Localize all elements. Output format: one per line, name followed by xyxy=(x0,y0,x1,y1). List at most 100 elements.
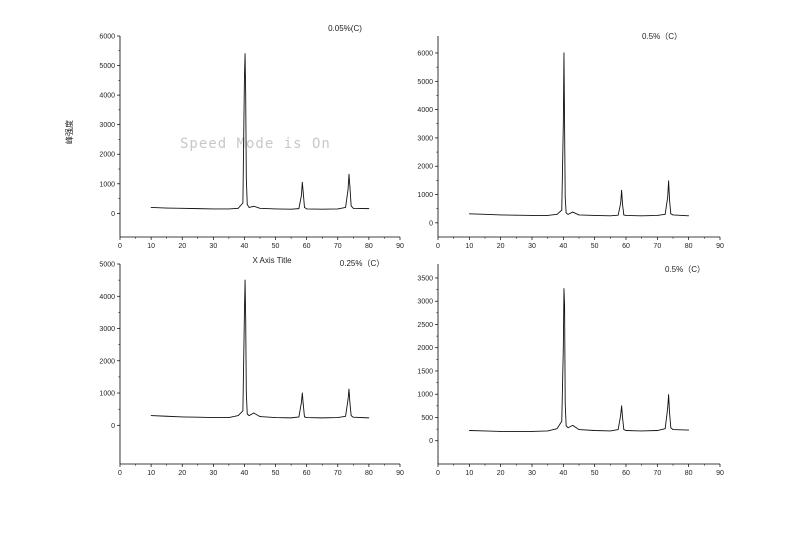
data-point xyxy=(620,414,622,416)
data-point xyxy=(561,420,563,422)
data-point xyxy=(345,415,346,417)
chart-panel-2: 0 10 20 30 40 50 60 70 80 90 0 1000 2000 3000 4000 5000… xyxy=(417,32,724,250)
data-point xyxy=(622,204,623,205)
data-point xyxy=(578,429,580,430)
data-point xyxy=(670,213,672,215)
data-point xyxy=(275,208,276,210)
data-point xyxy=(667,407,669,409)
x-tick-label: 70 xyxy=(653,470,661,477)
data-point xyxy=(237,207,239,209)
x-tick-label: 40 xyxy=(241,243,249,250)
data-point xyxy=(561,209,563,211)
data-point xyxy=(302,192,304,194)
panel-label: 0.5%（C） xyxy=(642,32,682,41)
x-tick-label: 20 xyxy=(178,243,186,250)
data-point xyxy=(337,417,339,418)
data-point xyxy=(567,427,569,429)
data-point xyxy=(350,415,352,417)
data-point xyxy=(664,428,666,430)
y-tick-label: 3000 xyxy=(99,122,115,129)
data-point xyxy=(228,208,230,210)
data-point xyxy=(669,412,670,414)
x-tick-label: 0 xyxy=(436,470,440,477)
data-point xyxy=(181,207,183,209)
data-point xyxy=(672,214,674,216)
data-point xyxy=(515,214,517,216)
data-point xyxy=(321,417,323,419)
y-tick-label: 4000 xyxy=(99,294,115,301)
data-point xyxy=(348,173,350,175)
data-point xyxy=(562,123,564,125)
data-point xyxy=(563,288,565,290)
data-point xyxy=(245,318,247,320)
data-point xyxy=(667,196,669,198)
x-tick-label: 90 xyxy=(716,470,724,477)
data-point xyxy=(641,430,643,432)
data-point xyxy=(197,416,199,418)
data-point xyxy=(515,431,517,432)
data-point xyxy=(166,415,168,417)
data-point xyxy=(248,207,250,208)
data-point xyxy=(594,430,596,431)
y-tick-label: 2500 xyxy=(417,322,433,329)
data-point xyxy=(352,207,354,209)
y-tick-label: 3000 xyxy=(99,326,115,333)
y-tick-label: 4000 xyxy=(99,93,115,100)
data-point xyxy=(349,186,351,188)
y-tick-label: 1000 xyxy=(417,192,433,199)
y-tick-label: 0 xyxy=(429,220,433,227)
data-point xyxy=(350,205,352,207)
y-tick-label: 1000 xyxy=(99,181,115,188)
data-point xyxy=(621,405,623,407)
watermark-text: Speed Mode is On xyxy=(180,136,331,152)
data-point xyxy=(337,208,339,210)
data-point xyxy=(625,430,627,431)
data-point xyxy=(306,208,308,210)
data-point xyxy=(623,429,625,430)
x-tick-label: 90 xyxy=(396,470,404,477)
data-point xyxy=(197,208,199,210)
y-tick-label: 0 xyxy=(429,438,433,445)
chart-panel-1: 0 10 20 30 40 50 60 70 80 90 0 1000 2000 3000 4000 5000… xyxy=(99,24,404,265)
data-point xyxy=(562,347,564,349)
data-point xyxy=(547,430,549,432)
series-line xyxy=(469,288,689,432)
data-point xyxy=(246,204,248,205)
data-point xyxy=(259,207,261,209)
y-tick-label: 6000 xyxy=(417,50,433,57)
x-tick-label: 50 xyxy=(591,243,599,250)
data-point xyxy=(253,205,255,207)
data-point xyxy=(565,425,567,427)
data-point xyxy=(306,417,308,418)
data-point xyxy=(572,424,574,426)
data-point xyxy=(290,417,292,419)
data-point xyxy=(298,416,300,418)
data-point xyxy=(242,410,244,412)
x-tick-label: 60 xyxy=(622,470,630,477)
x-tick-label: 30 xyxy=(209,470,217,477)
data-point xyxy=(352,416,354,418)
x-tick-label: 30 xyxy=(209,243,217,250)
y-tick-label: 3000 xyxy=(417,135,433,142)
chart-panel-4: 0 10 20 30 40 50 60 70 80 90 0 500 1000 1500 2000 2500 3… xyxy=(417,264,724,477)
data-point xyxy=(166,207,168,209)
data-point xyxy=(564,403,566,404)
data-point xyxy=(368,208,370,210)
data-point xyxy=(242,202,244,204)
x-tick-label: 40 xyxy=(559,470,567,477)
data-point xyxy=(246,413,248,415)
data-point xyxy=(688,215,690,217)
data-point xyxy=(253,412,255,414)
data-point xyxy=(609,430,611,432)
data-point xyxy=(468,213,470,215)
data-point xyxy=(617,214,619,216)
data-point xyxy=(500,431,502,432)
data-point xyxy=(349,402,351,404)
data-point xyxy=(669,199,670,201)
data-point xyxy=(563,52,565,54)
x-tick-label: 70 xyxy=(334,243,342,250)
y-tick-label: 2000 xyxy=(417,345,433,352)
data-point xyxy=(641,215,643,217)
